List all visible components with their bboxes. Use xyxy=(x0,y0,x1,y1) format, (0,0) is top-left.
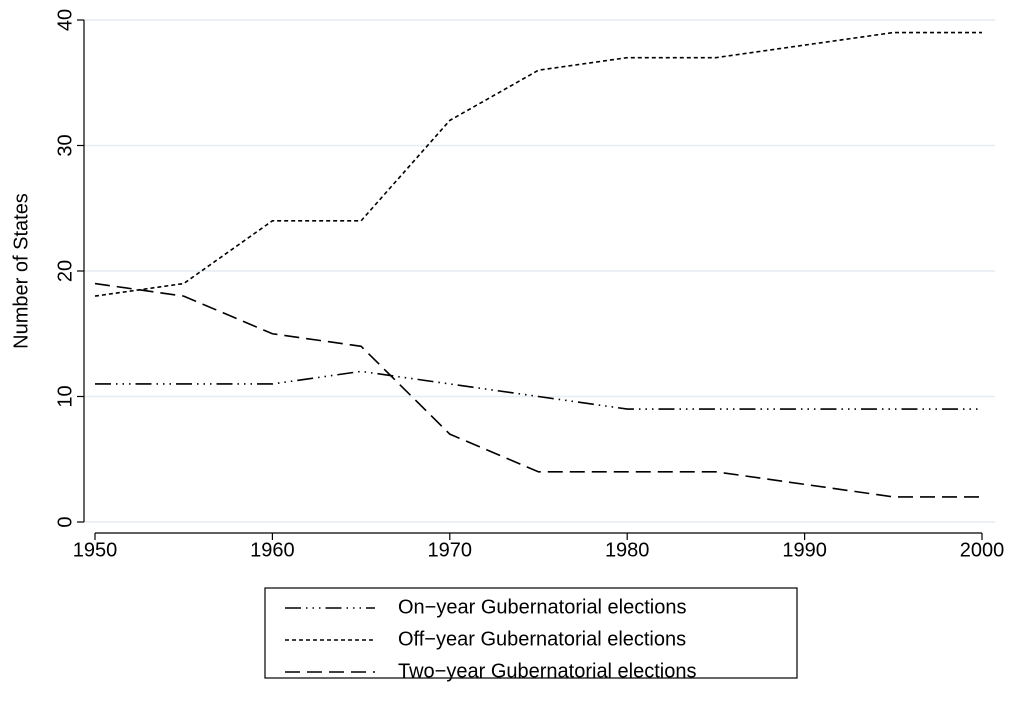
legend-box xyxy=(264,587,798,679)
y-tick-label: 10 xyxy=(54,385,76,407)
x-tick-label: 1980 xyxy=(605,539,650,561)
x-tick-label: 1990 xyxy=(782,539,827,561)
x-tick-label: 1970 xyxy=(428,539,473,561)
y-axis-title: Number of States xyxy=(10,193,32,349)
x-tick-label: 1950 xyxy=(73,539,118,561)
series-line xyxy=(95,370,982,410)
y-tick-label: 30 xyxy=(54,134,76,156)
y-tick-label: 0 xyxy=(54,516,76,527)
x-tick-label: 1960 xyxy=(250,539,295,561)
legend-label: On−year Gubernatorial elections xyxy=(398,596,687,618)
series-line xyxy=(94,31,982,297)
y-tick-label: 40 xyxy=(54,9,76,31)
legend-label: Two−year Gubernatorial elections xyxy=(398,660,697,682)
y-tick-label: 20 xyxy=(54,260,76,282)
series-line xyxy=(94,282,982,498)
x-tick-label: 2000 xyxy=(960,539,1005,561)
legend-label: Off−year Gubernatorial elections xyxy=(398,628,686,650)
